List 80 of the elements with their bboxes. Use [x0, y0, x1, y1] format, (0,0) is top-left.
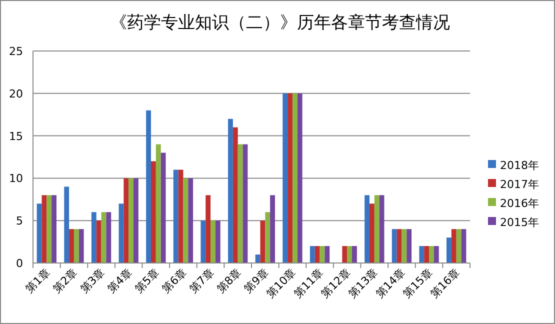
bar — [265, 212, 270, 263]
bar — [446, 238, 452, 263]
bar — [369, 204, 374, 263]
legend-label: 2018年 — [500, 159, 539, 172]
bar — [402, 229, 407, 263]
bar — [260, 220, 266, 263]
x-tick-label: 第8章 — [214, 266, 244, 296]
bar — [451, 229, 456, 263]
bar — [78, 229, 84, 263]
bar — [282, 93, 288, 263]
bar — [96, 220, 102, 263]
x-tick-label: 第4章 — [105, 266, 135, 296]
bar — [392, 229, 397, 263]
x-tick-label: 第3章 — [78, 266, 108, 296]
bar — [297, 93, 302, 263]
bar — [69, 229, 74, 263]
bar — [342, 246, 348, 263]
x-tick-label: 第1章 — [23, 266, 53, 296]
bar — [215, 220, 220, 263]
bar — [406, 229, 412, 263]
bar — [91, 212, 96, 263]
legend-label: 2015年 — [500, 216, 539, 229]
bar — [200, 220, 206, 263]
bar — [232, 127, 238, 263]
bar — [134, 178, 138, 263]
bar — [364, 195, 370, 263]
x-tick-label: 第2章 — [50, 266, 80, 296]
bar — [42, 195, 47, 263]
bar — [456, 229, 462, 263]
bar — [64, 186, 70, 263]
y-tick-label: 25 — [9, 45, 23, 58]
bar — [424, 246, 430, 263]
bar — [461, 229, 466, 263]
bar — [146, 110, 151, 263]
bar — [379, 195, 384, 263]
chart-title: 《药学专业知识（二）》历年各章节考查情况 — [110, 13, 450, 33]
bar — [188, 178, 194, 263]
bar — [429, 246, 434, 263]
legend-label: 2016年 — [500, 197, 539, 210]
bar — [150, 161, 156, 263]
bar — [352, 246, 357, 263]
bar — [324, 246, 330, 263]
bar — [292, 93, 298, 263]
bar — [178, 170, 184, 263]
bar — [128, 178, 134, 263]
bar — [183, 178, 188, 263]
y-tick-label: 15 — [9, 130, 23, 143]
bar — [270, 195, 275, 263]
y-tick-label: 10 — [9, 172, 23, 186]
bar — [347, 246, 352, 263]
y-tick-label: 0 — [16, 257, 23, 270]
bar — [238, 144, 243, 263]
bar — [118, 204, 124, 263]
y-tick-label: 20 — [9, 87, 23, 100]
bar — [52, 195, 56, 263]
bar — [36, 204, 42, 263]
x-tick-label: 第6章 — [160, 266, 190, 296]
bar — [206, 195, 211, 263]
bar — [288, 93, 292, 263]
x-tick-label: 第7章 — [186, 266, 217, 296]
x-tick-label: 第5章 — [132, 266, 162, 296]
y-tick-label: 5 — [16, 214, 23, 228]
bar — [228, 118, 233, 263]
bar — [101, 212, 106, 263]
bar — [310, 246, 315, 263]
bar — [434, 246, 439, 263]
bar — [210, 220, 216, 263]
bar — [374, 195, 380, 263]
bar — [419, 246, 424, 263]
bar — [242, 144, 248, 263]
bar — [173, 170, 178, 263]
bar — [160, 152, 166, 263]
bar — [396, 229, 402, 263]
bar — [156, 144, 161, 263]
legend-label: 2017年 — [500, 178, 539, 191]
bar — [106, 212, 112, 263]
bar — [314, 246, 320, 263]
bar — [124, 178, 129, 263]
bar — [74, 229, 79, 263]
bar — [46, 195, 52, 263]
